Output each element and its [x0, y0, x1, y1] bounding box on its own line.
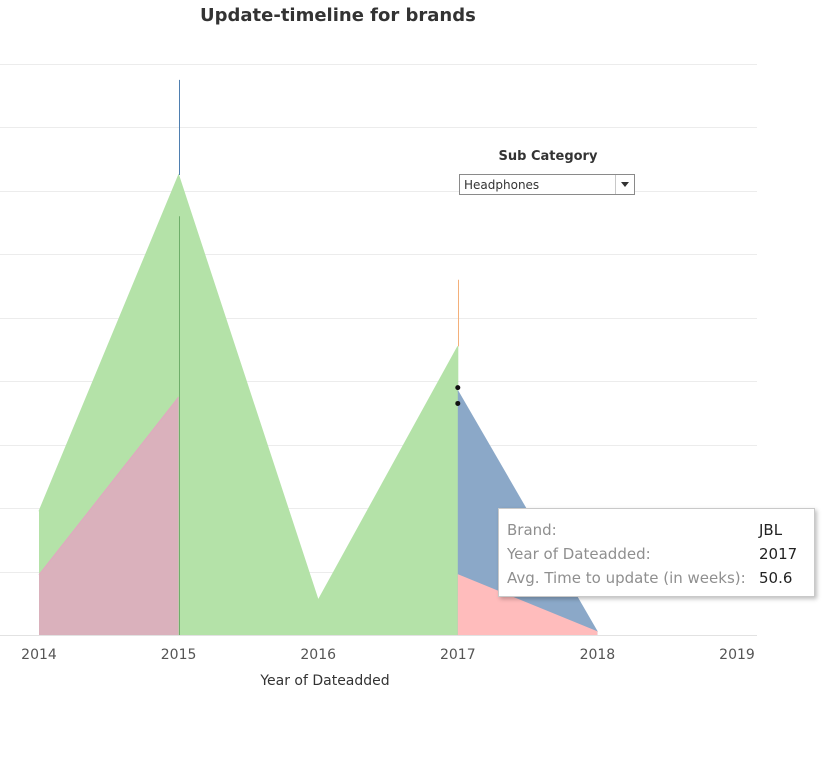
area-series[interactable] [457, 574, 598, 635]
mark-point[interactable] [455, 385, 461, 391]
x-axis-ticks: 2014 2015 2016 2017 2018 2019 [21, 647, 755, 663]
vertical-rules [179, 79, 459, 635]
sub-category-filter-label: Sub Category [498, 149, 598, 164]
tooltip-value: JBL [759, 521, 783, 539]
data-tooltip: Brand: JBL Year of Dateadded: 2017 Avg. … [498, 508, 815, 597]
x-tick-label: 2017 [440, 647, 476, 663]
sub-category-dropdown[interactable]: Headphones [459, 174, 635, 195]
x-axis-title: Year of Dateadded [260, 673, 390, 689]
x-tick-label: 2015 [161, 647, 197, 663]
tooltip-row-brand: Brand: JBL [507, 521, 806, 543]
area-series-edge [457, 574, 598, 633]
tooltip-key: Brand: [507, 521, 557, 539]
tooltip-key: Avg. Time to update (in weeks): [507, 569, 746, 587]
chart-title: Update-timeline for brands [200, 5, 476, 26]
tooltip-row-year: Year of Dateadded: 2017 [507, 545, 806, 567]
tooltip-row-avg-time: Avg. Time to update (in weeks): 50.6 [507, 569, 806, 591]
mark-points [455, 385, 461, 406]
tooltip-key: Year of Dateadded: [507, 545, 651, 563]
tooltip-value: 50.6 [759, 569, 793, 587]
area-series-edge [38, 396, 179, 576]
mark-point[interactable] [455, 400, 461, 406]
tooltip-value: 2017 [759, 545, 798, 563]
x-tick-label: 2014 [21, 647, 57, 663]
area-series[interactable] [39, 397, 179, 635]
x-tick-label: 2018 [580, 647, 616, 663]
x-tick-label: 2019 [719, 647, 755, 663]
x-tick-label: 2016 [300, 647, 336, 663]
chevron-down-icon[interactable] [615, 175, 634, 194]
sub-category-selected-value: Headphones [464, 178, 540, 192]
